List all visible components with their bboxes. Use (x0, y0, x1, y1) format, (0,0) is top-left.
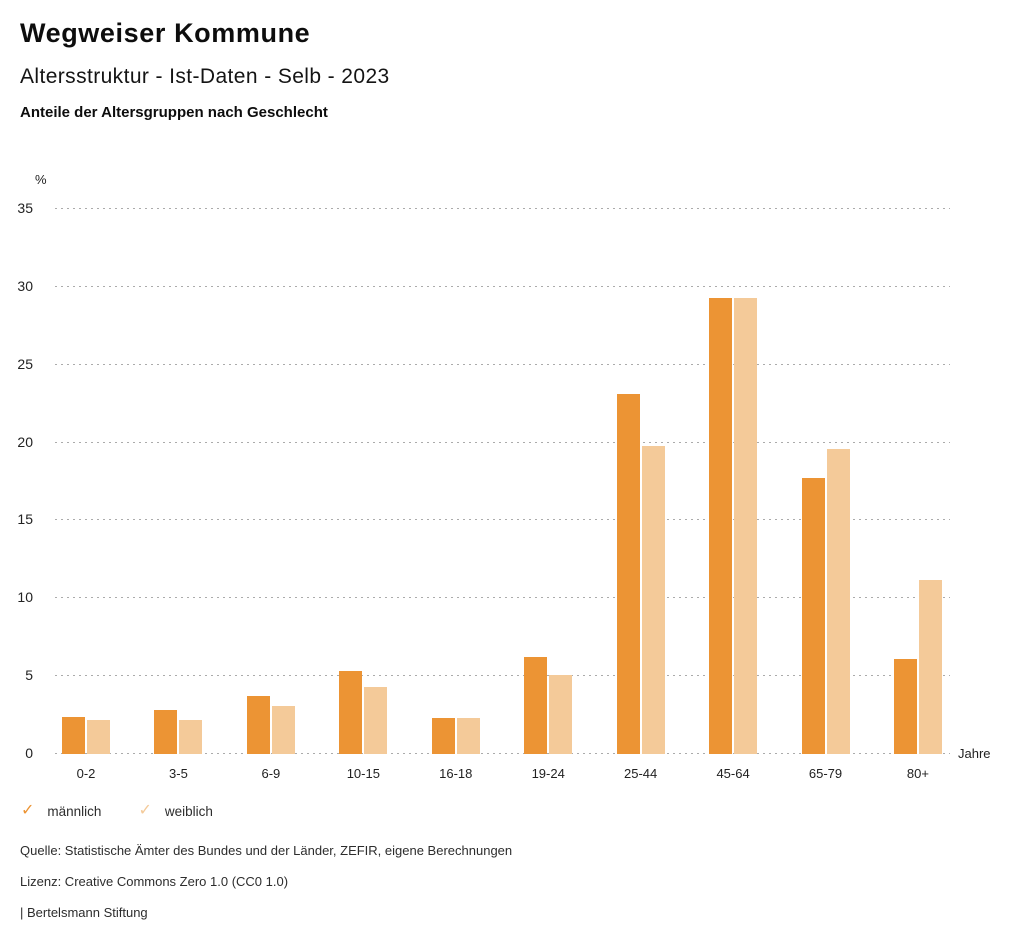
y-tick-label-5: 5 (25, 667, 33, 684)
license-note: Lizenz: Creative Commons Zero 1.0 (CC0 1… (20, 874, 289, 889)
bar-maennlich-0-2[interactable] (62, 716, 85, 754)
bar-maennlich-25-44[interactable] (616, 394, 640, 754)
x-tick-label-6-9: 6-9 (261, 766, 281, 781)
gridline-20 (55, 441, 950, 443)
bar-chart-plot-area: % 0 5 10 15 20 25 30 35 0-2 3-5 6-9 10-15 16-18 19-2… (17, 172, 990, 781)
x-tick-label-16-18: 16-18 (439, 766, 473, 781)
y-tick-label-30: 30 (17, 277, 33, 294)
y-tick-label-15: 15 (17, 511, 33, 528)
attribution-note: | Bertelsmann Stiftung (20, 905, 148, 920)
x-tick-label-3-5: 3-5 (169, 766, 188, 781)
page-title: Wegweiser Kommune (20, 18, 311, 48)
bar-weiblich-0-2[interactable] (87, 719, 110, 754)
bar-maennlich-45-64[interactable] (709, 297, 733, 754)
bar-weiblich-19-24[interactable] (549, 674, 573, 754)
x-tick-label-45-64: 45-64 (716, 766, 750, 781)
x-tick-label-10-15: 10-15 (346, 766, 380, 781)
bar-weiblich-65-79[interactable] (826, 448, 850, 754)
y-tick-label-20: 20 (17, 433, 33, 450)
bar-maennlich-10-15[interactable] (339, 671, 363, 754)
bar-maennlich-80+[interactable] (893, 659, 917, 754)
footer: Quelle: Statistische Ämter des Bundes un… (20, 844, 512, 937)
chart-title: Altersstruktur - Ist-Daten - Selb - 2023 (20, 65, 390, 88)
x-tick-label-19-24: 19-24 (531, 766, 565, 781)
chart-subtitle: Anteile der Altersgruppen nach Geschlech… (20, 104, 328, 121)
y-tick-label-25: 25 (17, 355, 33, 372)
legend-label-maennlich: männlich (47, 803, 102, 819)
x-tick-label-65-79: 65-79 (808, 766, 843, 781)
bar-weiblich-80+[interactable] (918, 579, 942, 754)
bar-maennlich-3-5[interactable] (154, 710, 178, 754)
bar-weiblich-25-44[interactable] (641, 445, 665, 754)
gridline-35 (55, 208, 950, 209)
legend: ✓ männlich ✓ weiblich (21, 803, 213, 819)
source-note: Quelle: Statistische Ämter des Bundes un… (20, 843, 513, 858)
x-tick-label-0-2: 0-2 (76, 766, 96, 781)
check-icon: ✓ (21, 802, 35, 819)
y-tick-label-0: 0 (25, 745, 33, 761)
bar-maennlich-16-18[interactable] (431, 718, 455, 754)
x-axis-unit-label: Jahre (958, 746, 991, 761)
gridline-30 (55, 285, 950, 287)
bar-weiblich-3-5[interactable] (179, 719, 203, 754)
x-tick-label-80+: 80+ (906, 766, 929, 781)
gridline-25 (55, 363, 950, 365)
gridline-0 (55, 753, 950, 754)
bar-weiblich-10-15[interactable] (364, 687, 388, 754)
gridline-15 (55, 519, 950, 521)
y-tick-label-35: 35 (17, 200, 33, 216)
legend-item-weiblich[interactable]: ✓ weiblich (138, 803, 212, 819)
check-icon: ✓ (138, 802, 152, 819)
gridline-5 (55, 675, 950, 677)
legend-label-weiblich: weiblich (164, 803, 213, 819)
legend-item-maennlich[interactable]: ✓ männlich (21, 803, 101, 819)
y-axis-unit-label: % (35, 172, 47, 187)
gridline-10 (55, 597, 950, 599)
bar-weiblich-45-64[interactable] (734, 297, 758, 754)
bar-maennlich-19-24[interactable] (524, 657, 548, 754)
bar-maennlich-6-9[interactable] (246, 696, 270, 754)
x-tick-label-25-44: 25-44 (624, 766, 658, 781)
y-tick-label-10: 10 (17, 589, 33, 606)
bar-maennlich-65-79[interactable] (801, 478, 825, 754)
bar-weiblich-16-18[interactable] (456, 718, 480, 754)
bar-weiblich-6-9[interactable] (271, 705, 295, 754)
